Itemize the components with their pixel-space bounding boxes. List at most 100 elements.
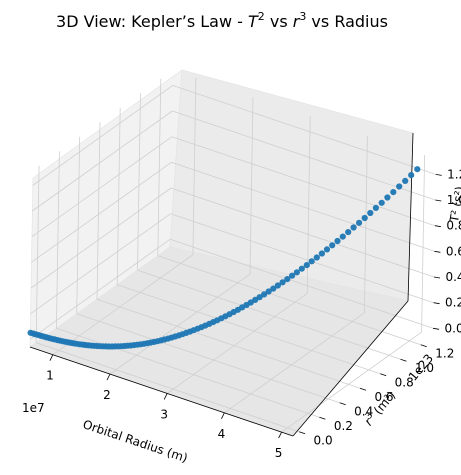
data-point bbox=[378, 199, 385, 206]
grid-line-x bbox=[166, 293, 308, 394]
grid bbox=[29, 77, 436, 433]
z-tick-mark bbox=[433, 276, 441, 279]
z-tick-label: 0.0 bbox=[445, 321, 461, 335]
grid-line-z bbox=[32, 110, 173, 212]
z-tick-label: 1.2 bbox=[447, 167, 461, 181]
z-tick-label: 1.0 bbox=[447, 193, 461, 207]
grid-line-y bbox=[35, 165, 40, 343]
grid-line-z bbox=[30, 213, 171, 315]
data-point bbox=[356, 219, 363, 226]
data-point bbox=[339, 233, 346, 240]
grid-line-x bbox=[192, 77, 197, 255]
data-point bbox=[279, 279, 286, 286]
data-point bbox=[350, 224, 357, 231]
data-point bbox=[372, 204, 379, 211]
z-tick-mark bbox=[433, 327, 440, 330]
z-tick-mark bbox=[435, 199, 442, 202]
z-tick-label: 0.4 bbox=[445, 270, 461, 284]
chart-title: 3D View: Kepler’s Law - T2 vs r3 vs Radi… bbox=[56, 10, 388, 31]
grid-line-x bbox=[281, 331, 422, 433]
data-point bbox=[384, 194, 391, 201]
z-tick-label: 0.2 bbox=[445, 296, 461, 310]
grid-line-y bbox=[116, 107, 121, 285]
x-axis-line bbox=[29, 346, 294, 437]
x-tick-label: 1 bbox=[46, 369, 54, 383]
grid-line-z bbox=[32, 85, 173, 186]
y-tick-label: 0.8 bbox=[395, 376, 414, 390]
y-tick-mark bbox=[420, 344, 427, 348]
x-offset-label: 1e7 bbox=[22, 401, 45, 415]
grid-line-z bbox=[172, 85, 436, 175]
y-tick-mark bbox=[359, 387, 367, 391]
grid-line-x bbox=[109, 273, 251, 375]
grid-line-z bbox=[170, 187, 435, 278]
grid-line-z bbox=[171, 161, 435, 252]
y-tick-label: 0.6 bbox=[374, 390, 393, 404]
grid-line-y bbox=[157, 255, 421, 346]
x-tick-mark bbox=[49, 354, 54, 361]
z-axis-line bbox=[407, 132, 414, 302]
data-points bbox=[27, 166, 421, 350]
grid-line-y bbox=[76, 136, 81, 314]
x-tick-label: 3 bbox=[160, 407, 168, 421]
data-point bbox=[323, 246, 331, 253]
y-tick-mark bbox=[319, 416, 326, 420]
data-point bbox=[293, 269, 300, 276]
data-point bbox=[334, 237, 341, 245]
grid-line-y bbox=[56, 151, 60, 329]
y-tick-label: 0.4 bbox=[354, 405, 373, 419]
grid-line-z bbox=[171, 136, 436, 227]
data-point bbox=[284, 276, 291, 283]
data-point bbox=[256, 294, 263, 301]
y-tick-mark bbox=[339, 402, 346, 406]
x-tick-mark bbox=[221, 412, 225, 419]
x-tick-label: 2 bbox=[103, 388, 111, 402]
x-tick-mark bbox=[278, 431, 282, 439]
data-point bbox=[329, 242, 336, 249]
grid-line-y bbox=[35, 342, 300, 433]
data-point bbox=[318, 250, 325, 257]
grid-line-y bbox=[137, 269, 401, 360]
grid-line-y bbox=[76, 313, 340, 404]
y-tick-label: 1.2 bbox=[435, 347, 454, 361]
data-point bbox=[289, 272, 296, 279]
x-tick-mark bbox=[106, 373, 111, 381]
x-tick-label: 5 bbox=[275, 446, 283, 460]
grid-line-z bbox=[29, 238, 171, 340]
data-point bbox=[361, 214, 368, 222]
z-axis-label: T² (s²) bbox=[447, 185, 461, 224]
y-axis-line bbox=[292, 300, 409, 437]
data-point bbox=[402, 177, 409, 184]
data-point bbox=[414, 166, 421, 173]
z-tick-mark bbox=[435, 174, 442, 176]
x-tick-mark bbox=[163, 393, 168, 400]
data-point bbox=[308, 258, 315, 265]
grid-line-y bbox=[137, 93, 141, 271]
grid-line-z bbox=[169, 238, 434, 329]
y-tick-mark bbox=[298, 431, 306, 435]
grid-line-x bbox=[421, 155, 425, 333]
grid-line-x bbox=[224, 312, 365, 414]
data-point bbox=[390, 189, 397, 196]
y-tick-label: 1.0 bbox=[415, 361, 434, 375]
grid-line-y bbox=[157, 78, 162, 256]
data-point bbox=[265, 288, 272, 295]
z-tick-mark bbox=[434, 225, 441, 228]
grid-line-y bbox=[56, 327, 320, 418]
y-tick-mark bbox=[400, 358, 407, 362]
data-point bbox=[408, 172, 415, 179]
grid-line-z bbox=[172, 110, 436, 201]
grid-line-x bbox=[52, 254, 194, 356]
data-point bbox=[313, 254, 320, 261]
data-point bbox=[396, 183, 403, 190]
z-tick-mark bbox=[433, 302, 440, 305]
x-tick-label: 4 bbox=[218, 427, 226, 441]
grid-line-z bbox=[31, 161, 172, 263]
grid-line-y bbox=[96, 298, 361, 389]
data-point bbox=[367, 209, 374, 217]
data-point bbox=[345, 229, 352, 236]
grid-line-x bbox=[364, 135, 368, 313]
data-point bbox=[298, 265, 305, 272]
grid-line-z bbox=[170, 213, 434, 304]
